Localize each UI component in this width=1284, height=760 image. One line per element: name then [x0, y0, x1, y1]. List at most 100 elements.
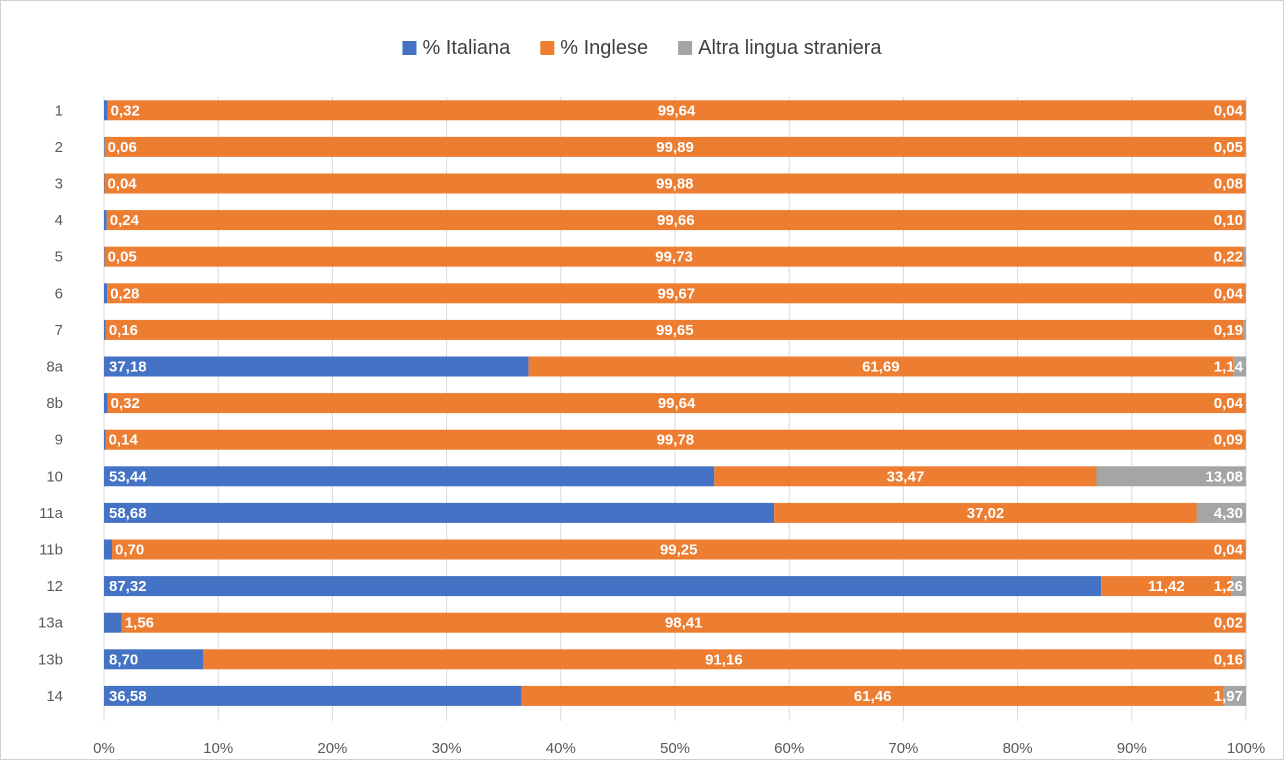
data-label: 99,64 [658, 102, 696, 119]
x-tick-label: 90% [1117, 740, 1147, 757]
data-label: 0,32 [111, 395, 140, 412]
data-label: 99,66 [657, 212, 695, 229]
bar-altra-lingua-straniera-14 [1223, 685, 1247, 706]
y-tick-label: 5 [55, 249, 63, 266]
bar-italiana-10 [104, 466, 715, 487]
data-label: 0,04 [1214, 285, 1244, 302]
data-label: 99,78 [657, 432, 695, 449]
x-axis: 0% 10% 20% 30% 40% 50% 60% 70% 80% 90% 100% [93, 740, 1265, 757]
bar-italiana-8b [104, 393, 108, 414]
x-tick-label: 50% [660, 740, 690, 757]
data-label: 0,04 [1214, 102, 1244, 119]
y-tick-label: 6 [55, 285, 63, 302]
data-label: 0,04 [1214, 395, 1244, 412]
legend-swatch-italiana [402, 41, 417, 55]
legend-label-italiana: % Italiana [422, 37, 511, 59]
data-label: 0,16 [109, 322, 138, 339]
data-label: 0,28 [110, 285, 139, 302]
data-label: 58,68 [109, 505, 147, 522]
data-label: 53,44 [109, 468, 147, 485]
bar-italiana-14 [104, 685, 522, 706]
bar-altra-lingua-straniera-13a [1245, 612, 1247, 633]
x-tick-label: 80% [1003, 740, 1033, 757]
bar-inglese-4 [106, 210, 1245, 231]
x-tick-label: 10% [203, 740, 233, 757]
data-label: 37,18 [109, 359, 147, 376]
data-label: 0,05 [1214, 139, 1243, 156]
data-label: 37,02 [967, 505, 1005, 522]
bar-altra-lingua-straniera-12 [1231, 576, 1246, 597]
y-tick-label: 11a [39, 505, 64, 522]
data-label: 99,25 [660, 542, 698, 559]
bar-altra-lingua-straniera-3 [1245, 173, 1246, 194]
y-tick-label: 11b [39, 542, 63, 559]
y-tick-label: 8a [46, 359, 63, 376]
data-label: 99,64 [658, 395, 696, 412]
bar-altra-lingua-straniera-5 [1243, 246, 1246, 267]
bar-italiana-3 [104, 173, 105, 194]
data-label: 1,26 [1214, 578, 1243, 595]
data-label: 61,69 [862, 359, 900, 376]
data-label: 1,97 [1214, 688, 1243, 705]
data-label: 0,05 [108, 249, 137, 266]
bar-inglese-9 [105, 429, 1246, 450]
data-label: 0,19 [1214, 322, 1243, 339]
bar-altra-lingua-straniera-8a [1233, 356, 1247, 377]
data-label: 1,14 [1214, 359, 1244, 376]
bar-italiana-1 [104, 100, 108, 121]
y-tick-label: 12 [46, 578, 63, 595]
x-tick-label: 60% [774, 740, 804, 757]
bar-italiana-13b [104, 649, 204, 670]
data-label: 13,08 [1205, 468, 1243, 485]
data-label: 0,70 [115, 542, 144, 559]
data-label: 0,08 [1214, 176, 1243, 193]
data-label: 1,56 [125, 615, 154, 632]
data-label: 99,73 [655, 249, 693, 266]
legend-swatch-inglese [540, 41, 555, 55]
bar-altra-lingua-straniera-13b [1244, 649, 1247, 670]
bar-altra-lingua-straniera-4 [1244, 210, 1246, 231]
x-tick-label: 40% [546, 740, 576, 757]
x-tick-label: 100% [1227, 740, 1265, 757]
data-label: 0,04 [1214, 542, 1244, 559]
x-tick-label: 20% [317, 740, 347, 757]
data-label: 99,65 [656, 322, 694, 339]
y-tick-label: 3 [55, 176, 63, 193]
bars [104, 100, 1247, 706]
x-tick-label: 70% [888, 740, 918, 757]
y-tick-label: 13a [38, 615, 64, 632]
data-label: 0,32 [111, 102, 140, 119]
data-label: 4,30 [1214, 505, 1243, 522]
data-label: 87,32 [109, 578, 147, 595]
bar-italiana-11a [104, 502, 775, 523]
data-label: 98,41 [665, 615, 703, 632]
y-tick-label: 14 [46, 688, 63, 705]
data-label: 0,06 [108, 139, 137, 156]
data-label: 0,09 [1214, 432, 1243, 449]
bar-altra-lingua-straniera-11b [1245, 539, 1247, 560]
bar-italiana-9 [104, 429, 106, 450]
data-label: 99,88 [656, 176, 694, 193]
y-tick-label: 10 [46, 468, 63, 485]
data-label: 61,46 [854, 688, 892, 705]
data-label: 33,47 [887, 468, 925, 485]
bar-inglese-7 [105, 319, 1244, 340]
bar-italiana-12 [104, 576, 1102, 597]
y-tick-label: 13b [38, 651, 63, 668]
bar-italiana-13a [104, 612, 122, 633]
bar-inglese-3 [104, 173, 1246, 194]
bar-inglese-13a [121, 612, 1246, 633]
data-label: 0,10 [1214, 212, 1243, 229]
bar-altra-lingua-straniera-6 [1245, 283, 1247, 304]
legend-swatch-altra-lingua-straniera [678, 41, 693, 55]
bar-italiana-6 [104, 283, 108, 304]
y-tick-label: 1 [55, 102, 63, 119]
bar-inglese-6 [107, 283, 1246, 304]
bar-inglese-8b [107, 393, 1246, 414]
data-label: 0,16 [1214, 651, 1243, 668]
y-tick-label: 9 [55, 432, 63, 449]
bar-inglese-8a [528, 356, 1234, 377]
data-label: 0,02 [1214, 615, 1243, 632]
